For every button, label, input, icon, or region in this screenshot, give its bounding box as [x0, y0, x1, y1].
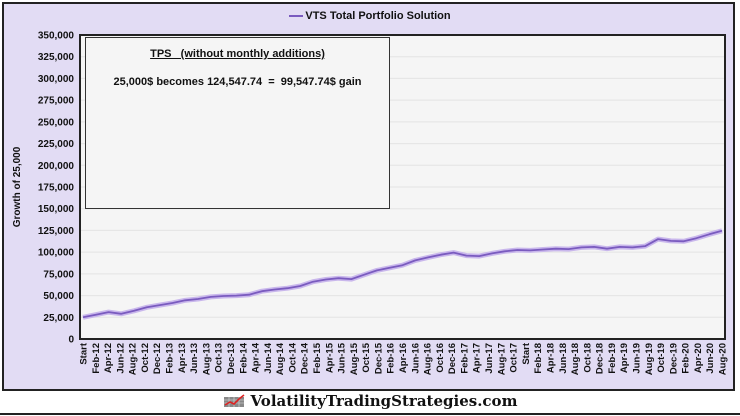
y-tick-label: 75,000: [43, 269, 74, 280]
x-tick-label: Dec-18: [595, 343, 606, 374]
x-tick-label: Jun-14: [263, 342, 274, 373]
chart-legend: VTS Total Portfolio Solution: [0, 10, 740, 22]
x-tick-label: Jun-16: [410, 343, 421, 374]
x-tick-label: Apr-12: [103, 343, 114, 373]
x-tick-label: Apr-18: [545, 343, 556, 373]
x-tick-label: Dec-16: [447, 343, 458, 374]
x-tick-label: Feb-17: [459, 343, 470, 374]
x-tick-label: Feb-16: [386, 343, 397, 374]
annotation-title: TPS (without monthly additions): [150, 48, 325, 60]
y-tick-label: 300,000: [38, 74, 75, 85]
x-tick-label: Oct-17: [509, 343, 520, 373]
y-tick-label: 325,000: [38, 52, 75, 63]
x-tick-label: Start: [521, 342, 532, 364]
x-tick-label: Aug-20: [718, 343, 729, 375]
x-tick-label: Jun-17: [484, 343, 495, 374]
x-tick-label: Jun-13: [189, 343, 200, 374]
x-tick-label: Dec-13: [226, 343, 237, 374]
annotation-text: 25,000$ becomes 124,547.74 = 99,547.74$ …: [113, 76, 362, 88]
x-tick-label: Feb-15: [312, 342, 323, 373]
x-tick-label: Apr-16: [398, 343, 409, 373]
chart-logo-icon: [223, 394, 245, 407]
y-tick-label: 275,000: [38, 96, 75, 107]
x-tick-label: Dec-14: [300, 342, 311, 374]
x-tick-label: Apr-14: [251, 342, 262, 373]
x-tick-label: Aug-12: [128, 343, 139, 375]
x-tick-label: Feb-20: [681, 343, 692, 374]
y-tick-label: 150,000: [38, 204, 75, 215]
x-tick-label: Apr-19: [619, 343, 630, 373]
x-tick-label: Oct-13: [214, 343, 225, 373]
x-tick-label: Jun-20: [705, 343, 716, 374]
x-tick-label: Apr-17: [472, 343, 483, 373]
y-axis-ticks: 0 25,000 50,000 75,000 100,000 125,000 150,000…: [38, 31, 75, 346]
x-tick-label: Aug-19: [644, 343, 655, 375]
legend-line-swatch: [289, 15, 304, 18]
x-tick-label: Aug-13: [201, 343, 212, 375]
legend-label: VTS Total Portfolio Solution: [305, 10, 451, 22]
y-tick-label: 0: [68, 335, 74, 346]
y-tick-label: 250,000: [38, 117, 75, 128]
x-tick-label: Jun-19: [631, 343, 642, 374]
x-tick-label: Jun-12: [115, 343, 126, 374]
site-name[interactable]: VolatilityTradingStrategies.com: [250, 392, 518, 410]
x-tick-label: Start: [79, 342, 90, 364]
x-tick-label: Feb-14: [238, 342, 249, 373]
x-tick-label: Dec-15: [373, 342, 384, 374]
x-tick-label: Feb-19: [607, 343, 618, 374]
footer-rule: [0, 413, 740, 415]
x-tick-label: Apr-13: [177, 343, 188, 373]
y-tick-label: 175,000: [38, 183, 75, 194]
y-tick-label: 50,000: [43, 291, 74, 302]
y-tick-label: 25,000: [43, 313, 74, 324]
x-tick-label: Oct-12: [140, 343, 151, 373]
annotation-box: TPS (without monthly additions) 25,000$ …: [85, 37, 390, 209]
x-tick-label: Dec-19: [668, 343, 679, 374]
x-axis-ticks: Start Feb-12 Apr-12 Jun-12 Aug-12 Oct-12 Dec-1…: [79, 342, 729, 375]
x-tick-label: Apr-15: [324, 342, 335, 373]
x-tick-label: Feb-12: [91, 343, 102, 374]
x-tick-label: Aug-18: [570, 343, 581, 375]
footer: VolatilityTradingStrategies.com: [0, 392, 740, 414]
x-tick-label: Aug-15: [349, 342, 360, 375]
x-tick-label: Aug-16: [423, 343, 434, 375]
x-tick-label: Jun-15: [337, 342, 348, 373]
x-tick-label: Oct-15: [361, 342, 372, 372]
y-axis-title: Growth of 25,000: [12, 146, 23, 227]
x-tick-label: Feb-13: [165, 343, 176, 374]
y-tick-label: 100,000: [38, 248, 75, 259]
y-tick-label: 350,000: [38, 31, 75, 42]
y-tick-label: 225,000: [38, 139, 75, 150]
y-tick-label: 125,000: [38, 226, 75, 237]
x-tick-label: Feb-18: [533, 343, 544, 374]
x-tick-label: Dec-12: [152, 343, 163, 374]
y-tick-label: 200,000: [38, 161, 75, 172]
x-tick-label: Oct-18: [582, 343, 593, 373]
x-tick-label: Oct-14: [287, 342, 298, 372]
x-tick-label: Oct-19: [656, 343, 667, 373]
x-tick-label: Apr-20: [693, 343, 704, 373]
x-tick-label: Oct-16: [435, 343, 446, 373]
x-tick-label: Aug-17: [496, 343, 507, 375]
x-tick-label: Jun-18: [558, 343, 569, 374]
series-line: [82, 229, 723, 319]
x-tick-label: Aug-14: [275, 342, 286, 375]
